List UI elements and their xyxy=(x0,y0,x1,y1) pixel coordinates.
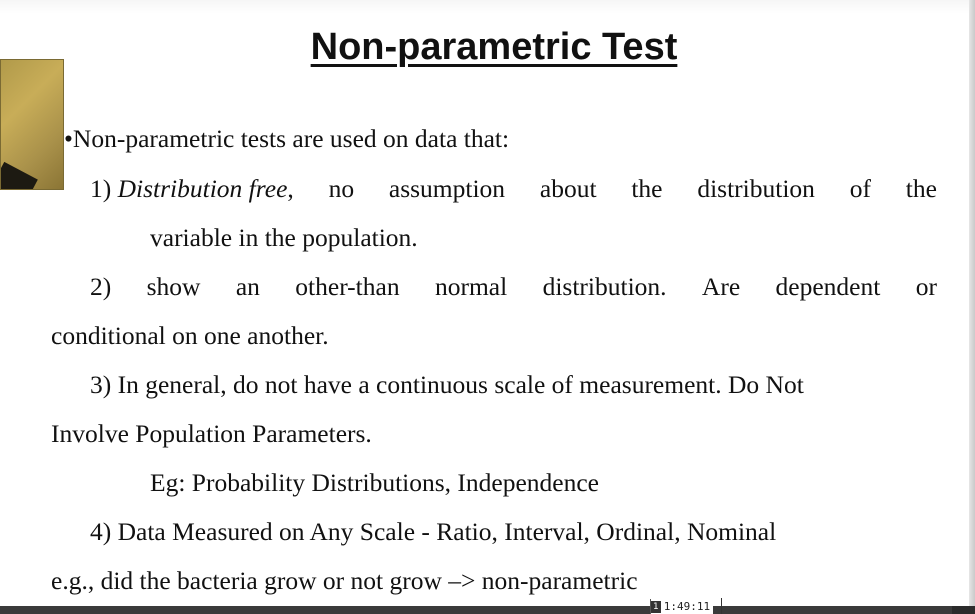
example-line: Eg: Probability Distributions, Independe… xyxy=(150,468,600,497)
item-1-word: the xyxy=(631,174,663,203)
item-2-continuation: conditional on one another. xyxy=(51,321,329,350)
timestamp-text: 1:49:11 xyxy=(663,600,711,613)
item-1-word: of xyxy=(849,174,871,203)
item-1-word: about xyxy=(539,174,597,203)
item-3-continuation: Involve Population Parameters. xyxy=(51,419,372,448)
item-2-word: 2) xyxy=(90,272,112,301)
item-2-word: or xyxy=(915,272,937,301)
slide-title: Non-parametric Test xyxy=(0,22,975,72)
item-1-word: assumption xyxy=(388,174,506,203)
timestamp-label: 1 1:49:11 xyxy=(650,599,714,614)
item-2-line: 2) show an other-than normal distributio… xyxy=(90,271,937,303)
slide-title-text: Non-parametric Test xyxy=(310,26,678,68)
item-3-line: 3) In general, do not have a continuous … xyxy=(90,370,804,399)
item-2-word: dependent xyxy=(775,272,881,301)
item-1-line: 1) Distribution free, no assumption abou… xyxy=(90,173,937,205)
slide-right-border xyxy=(969,0,975,614)
item-1-continuation: variable in the population. xyxy=(150,223,418,252)
item-1-word: the xyxy=(905,174,937,203)
item-1-word: no xyxy=(328,174,355,203)
marker-badge: 1 xyxy=(651,600,661,613)
video-progress-bar[interactable] xyxy=(0,606,952,614)
webcam-thumbnail xyxy=(0,59,64,190)
item-1-lead: 1) Distribution free, xyxy=(90,174,294,203)
intro-line: •Non-parametric tests are used on data t… xyxy=(64,124,510,153)
item-2-word: an xyxy=(235,272,260,301)
item-1-italic-lead: Distribution free xyxy=(117,174,288,203)
item-2-word: show xyxy=(146,272,201,301)
item-1-word: distribution xyxy=(697,174,815,203)
playhead-tick[interactable] xyxy=(721,598,722,614)
item-2-word: Are xyxy=(701,272,741,301)
item-4-line: 4) Data Measured on Any Scale - Ratio, I… xyxy=(90,517,777,546)
item-2-word: other-than xyxy=(295,272,400,301)
thumbnail-shadow xyxy=(1,161,38,189)
item-2-word: normal xyxy=(434,272,508,301)
item-4-continuation: e.g., did the bacteria grow or not grow … xyxy=(51,566,638,595)
video-progress-bar-end xyxy=(952,606,975,614)
item-2-word: distribution. xyxy=(542,272,667,301)
